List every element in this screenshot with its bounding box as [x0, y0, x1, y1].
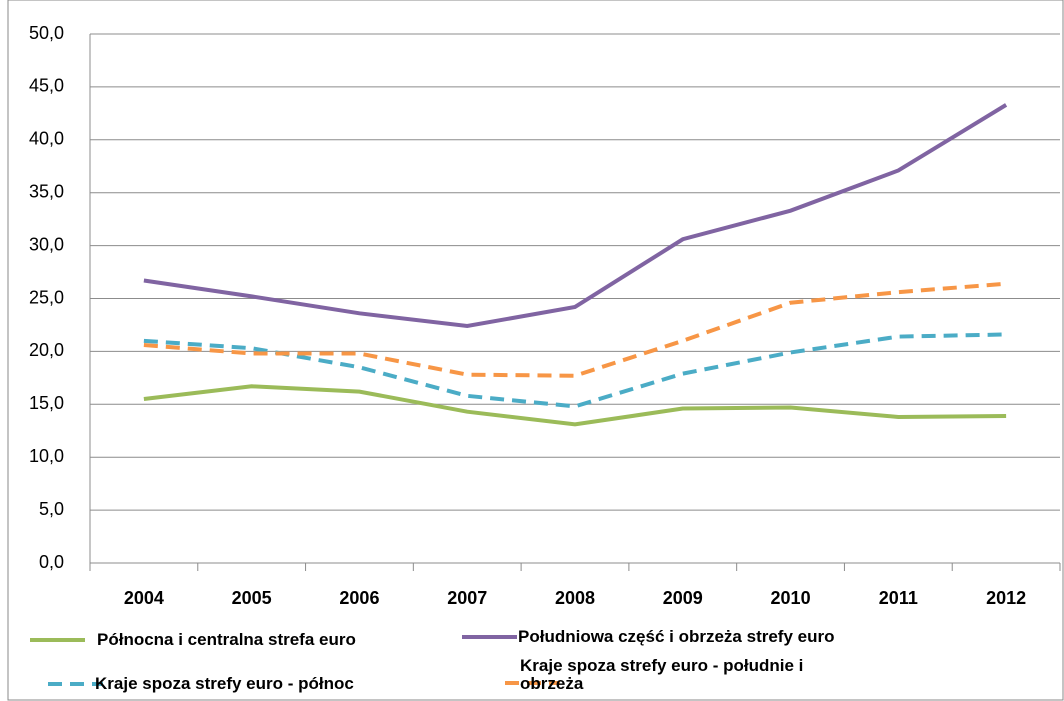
y-tick-label: 0,0 — [39, 552, 64, 572]
x-tick-label: 2008 — [555, 588, 595, 608]
x-tick-label: 2012 — [986, 588, 1026, 608]
y-tick-label: 10,0 — [29, 446, 64, 466]
x-tick-label: 2005 — [232, 588, 272, 608]
y-tick-label: 5,0 — [39, 499, 64, 519]
x-tick-label: 2010 — [771, 588, 811, 608]
y-tick-label: 45,0 — [29, 76, 64, 96]
legend-label: Północna i centralna strefa euro — [97, 630, 356, 649]
y-tick-label: 30,0 — [29, 234, 64, 254]
chart-frame — [7, 0, 1064, 701]
series-line — [143, 384, 1007, 427]
x-tick-label: 2004 — [124, 588, 164, 608]
y-tick-label: 25,0 — [29, 287, 64, 307]
y-tick-label: 15,0 — [29, 393, 64, 413]
y-tick-label: 35,0 — [29, 181, 64, 201]
legend-label: Kraje spoza strefy euro - południe i obr… — [520, 656, 804, 693]
legend-label: Kraje spoza strefy euro - północ — [95, 674, 354, 693]
series-line — [143, 103, 1008, 329]
y-tick-label: 40,0 — [29, 129, 64, 149]
legend-label: Południowa część i obrzeża strefy euro — [518, 627, 835, 646]
x-tick-label: 2006 — [339, 588, 379, 608]
series-line — [143, 281, 1007, 378]
y-tick-label: 20,0 — [29, 340, 64, 360]
x-tick-label: 2009 — [663, 588, 703, 608]
y-tick-label: 50,0 — [29, 23, 64, 43]
x-tick-label: 2011 — [879, 588, 918, 608]
series-line — [143, 332, 1007, 409]
x-tick-label: 2007 — [447, 588, 487, 608]
